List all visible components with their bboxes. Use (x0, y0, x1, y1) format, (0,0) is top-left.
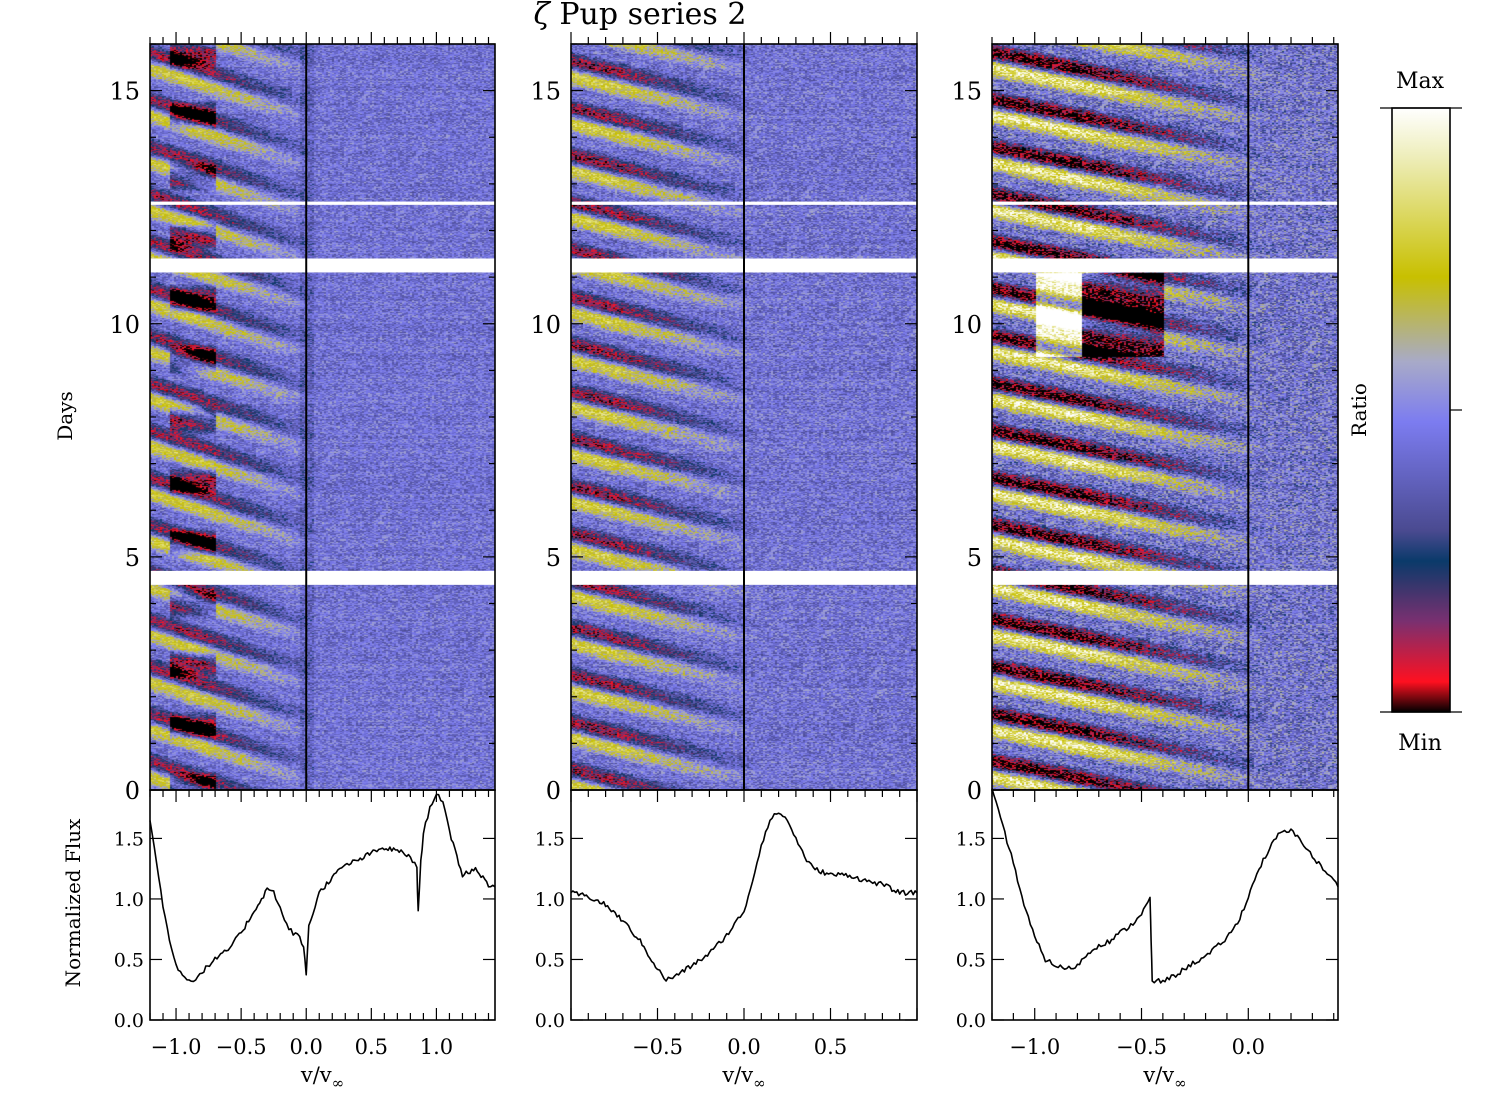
velocity-tick-label: 0.0 (290, 1035, 323, 1059)
velocity-tick-label: −0.5 (1116, 1035, 1167, 1059)
day-tick-label: 10 (109, 311, 140, 339)
heatmap-image (150, 44, 495, 790)
day-tick-label: 5 (125, 544, 140, 572)
data-gap (992, 201, 1338, 205)
colorbar: Max Min Ratio (1347, 69, 1462, 756)
flux-tick-label: 1.5 (535, 828, 565, 850)
figure-title: ζ Pup series 2 (534, 0, 747, 32)
data-gap (150, 570, 495, 585)
day-tick-label: 15 (530, 78, 561, 106)
day-tick-label: 0 (546, 777, 561, 805)
flux-spectrum-line (570, 812, 918, 982)
flux-tick-label: 0.0 (114, 1010, 144, 1032)
flux-tick-label: 1.5 (114, 828, 144, 850)
colorbar-ratio-label: Ratio (1347, 383, 1371, 437)
flux-tick-label: 0.5 (535, 949, 565, 971)
flux-tick-label: 1.0 (535, 889, 565, 911)
spectrum-frame (570, 789, 918, 1021)
velocity-axis-label: v/v∞ (300, 1063, 344, 1092)
flux-tick-label: 1.0 (956, 889, 986, 911)
days-axis-label: Days (53, 391, 77, 441)
data-gap (150, 201, 495, 205)
flux-axis-label: Normalized Flux (61, 818, 85, 987)
flux-tick-label: 1.0 (114, 889, 144, 911)
velocity-tick-label: 1.0 (420, 1035, 453, 1059)
data-gap (992, 570, 1338, 585)
colorbar-scale (1391, 107, 1451, 713)
day-tick-label: 15 (109, 78, 140, 106)
colorbar-min-label: Min (1398, 731, 1442, 756)
velocity-axis-label: v/v∞ (721, 1063, 765, 1092)
panel-1: 0 5 10 15 0.0 0.5 1.0 1.5 −1.0 −0.5 0.0 0.5 1.0 v/v∞ (109, 32, 496, 1092)
flux-tick-label: 0.0 (535, 1010, 565, 1032)
day-tick-label: 0 (967, 777, 982, 805)
spectrum-frame (149, 789, 496, 1021)
flux-tick-label: 0.5 (114, 949, 144, 971)
flux-tick-label: 0.0 (956, 1010, 986, 1032)
velocity-tick-label: 0.0 (727, 1035, 760, 1059)
day-tick-label: 10 (951, 311, 982, 339)
velocity-axis-label: v/v∞ (1142, 1063, 1186, 1092)
flux-tick-label: 0.5 (956, 949, 986, 971)
heatmap-image (992, 44, 1338, 790)
colorbar-max-label: Max (1396, 69, 1445, 94)
velocity-tick-label: 0.0 (1232, 1035, 1265, 1059)
day-tick-label: 0 (125, 777, 140, 805)
flux-tick-label: 1.5 (956, 828, 986, 850)
velocity-tick-label: −1.0 (1009, 1035, 1060, 1059)
velocity-tick-label: −0.5 (632, 1035, 683, 1059)
flux-spectrum-line (991, 788, 1339, 984)
velocity-tick-label: −0.5 (216, 1035, 267, 1059)
day-tick-label: 5 (546, 544, 561, 572)
day-tick-label: 10 (530, 311, 561, 339)
data-gap (992, 258, 1338, 273)
velocity-tick-label: −1.0 (151, 1035, 202, 1059)
data-gap (150, 258, 495, 273)
velocity-tick-label: 0.5 (355, 1035, 388, 1059)
panel-2: 0 5 10 15 0.0 0.5 1.0 1.5 −0.5 0.0 0.5 v/v∞ (530, 32, 918, 1092)
velocity-tick-label: 0.5 (814, 1035, 847, 1059)
day-tick-label: 15 (951, 78, 982, 106)
spectrum-frame (991, 789, 1339, 1021)
flux-spectrum-line (149, 793, 496, 983)
panel-3: 0 5 10 15 0.0 0.5 1.0 1.5 −1.0 −0.5 0.0 v/v∞ (951, 32, 1339, 1092)
day-tick-label: 5 (967, 544, 982, 572)
